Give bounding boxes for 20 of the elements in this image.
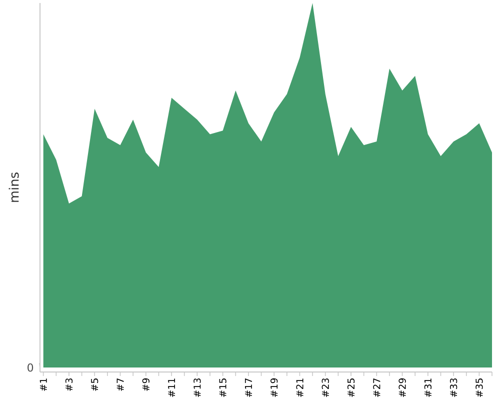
x-tick-label: #17 bbox=[244, 378, 252, 397]
x-tick-label: #27 bbox=[373, 378, 380, 397]
x-tick-label: #21 bbox=[296, 378, 304, 397]
x-tick-label: #13 bbox=[194, 378, 201, 397]
x-tick-label: #29 bbox=[398, 378, 406, 397]
x-tick-label: #15 bbox=[219, 378, 226, 397]
x-tick-label: #9 bbox=[142, 378, 150, 391]
x-tick-label: #11 bbox=[168, 378, 175, 397]
x-tick-label: #19 bbox=[270, 378, 278, 397]
x-tick-label: #3 bbox=[65, 378, 73, 391]
x-tick-label: #23 bbox=[322, 378, 329, 397]
y-axis-title: mins bbox=[8, 172, 19, 202]
x-tick-label: #25 bbox=[347, 378, 355, 397]
x-tick-label: #1 bbox=[40, 378, 47, 391]
x-tick-label: #5 bbox=[91, 378, 98, 391]
x-tick-label: #7 bbox=[116, 378, 124, 391]
text: 0 bbox=[28, 363, 34, 372]
x-tick-label: #33 bbox=[450, 378, 458, 397]
x-tick-label: #31 bbox=[424, 378, 432, 397]
x-tick-label: #35 bbox=[476, 378, 483, 397]
